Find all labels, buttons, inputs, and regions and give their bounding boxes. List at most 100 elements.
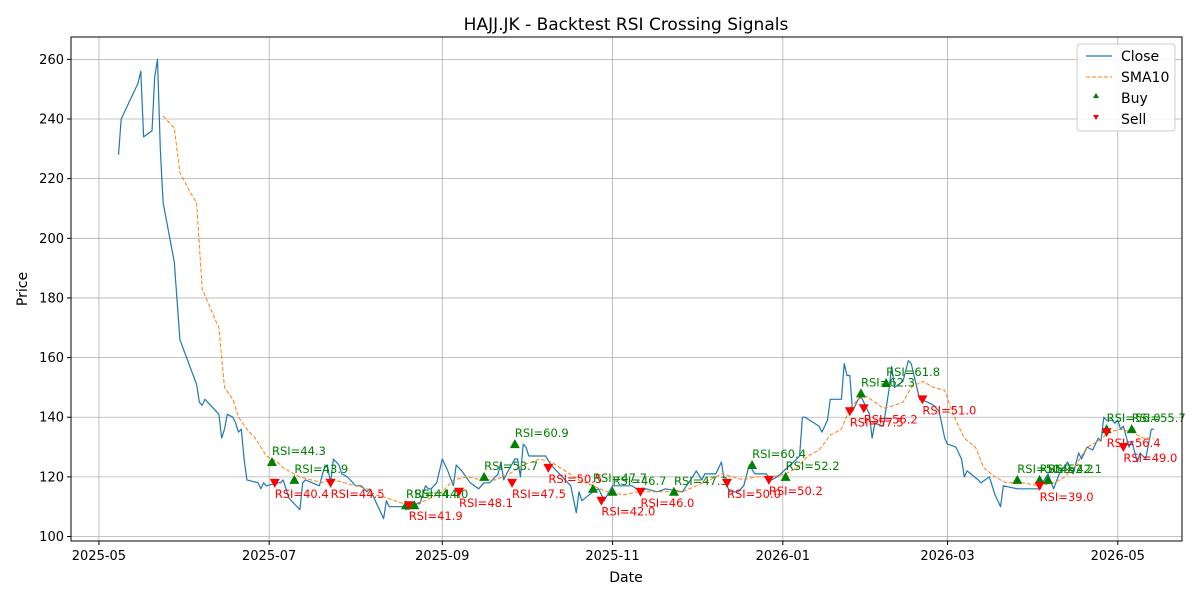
buy-label: RSI=47.7 [593, 471, 647, 485]
sell-marker [858, 404, 869, 414]
sell-marker [596, 496, 607, 506]
close-price-line [117, 58, 1155, 520]
buy-marker [607, 486, 618, 496]
x-tick-label: 2025-09 [415, 549, 469, 564]
buy-marker [668, 486, 679, 496]
sell-marker [543, 463, 554, 473]
buy-marker [1126, 424, 1137, 434]
sell-label: RSI=48.1 [459, 496, 513, 510]
chart-title: HAJJ.JK - Backtest RSI Crossing Signals [464, 15, 789, 35]
legend: Close SMA10 Buy Sell [1076, 43, 1176, 132]
sell-label: RSI=47.5 [512, 487, 566, 501]
sell-label: RSI=57.5 [850, 415, 904, 429]
sma10-line [162, 115, 1155, 505]
sell-label: RSI=56.4 [1107, 436, 1161, 450]
x-tick-label: 2025-07 [242, 549, 296, 564]
series-layer [117, 58, 1155, 520]
sell-marker [917, 395, 928, 405]
buy-label: RSI=47.3 [674, 474, 728, 488]
sell-label: RSI=50.5 [548, 472, 602, 486]
legend-close-label: Close [1121, 49, 1159, 65]
buy-label: RSI=60.9 [515, 426, 569, 440]
buy-marker [479, 471, 490, 481]
y-tick-label: 240 [39, 113, 64, 128]
buy-label: RSI=56.0 [1107, 411, 1161, 425]
buy-label: RSI=44.3 [272, 444, 326, 458]
x-axis-ticks: 2025-05 2025-07 2025-09 2025-11 2026-01 2026-… [72, 541, 1145, 564]
buy-label: RSI=52.2 [1040, 462, 1094, 476]
legend-sell-label: Sell [1121, 112, 1146, 128]
buy-label: RSI=46.7 [613, 474, 667, 488]
legend-buy-marker [1093, 93, 1099, 98]
x-tick-label: 2026-05 [1091, 549, 1145, 564]
sell-marker [635, 487, 646, 497]
buy-label: RSI=44.4 [406, 487, 460, 501]
buy-marker [588, 483, 599, 493]
sell-label: RSI=42.0 [601, 505, 655, 519]
buy-marker [1012, 474, 1023, 484]
buy-marker [289, 474, 300, 484]
sell-label: RSI=51.0 [922, 403, 976, 417]
y-tick-label: 160 [39, 351, 64, 366]
y-tick-label: 200 [39, 232, 64, 247]
sell-marker [1034, 481, 1045, 491]
y-tick-label: 260 [39, 53, 64, 68]
legend-sma-label: SMA10 [1121, 70, 1169, 86]
buy-marker [780, 471, 791, 481]
buy-marker [409, 500, 420, 510]
sell-marker [844, 407, 855, 417]
y-axis-label: Price [15, 272, 31, 306]
buy-label: RSI=50.9 [1017, 462, 1071, 476]
grid-lines [71, 37, 1182, 541]
sell-marker [325, 478, 336, 488]
buy-marker [509, 439, 520, 449]
buy-label: RSI=52.2 [786, 459, 840, 473]
x-tick-label: 2025-11 [585, 549, 639, 564]
sell-marker [454, 487, 465, 497]
sell-marker [763, 475, 774, 485]
buy-label: RSI=44.0 [414, 487, 468, 501]
sell-label: RSI=50.0 [727, 487, 781, 501]
x-tick-label: 2026-01 [756, 549, 810, 564]
buy-label: RSI=53.7 [484, 459, 538, 473]
y-tick-label: 120 [39, 470, 64, 485]
y-tick-label: 180 [39, 291, 64, 306]
sell-marker [1118, 443, 1129, 453]
sell-marker [269, 478, 280, 488]
x-tick-label: 2025-05 [72, 549, 126, 564]
buy-label: RSI=43.9 [294, 462, 348, 476]
sell-label: RSI=46.0 [640, 496, 694, 510]
buy-label: RSI=42.1 [1048, 462, 1102, 476]
x-axis-label: Date [609, 570, 642, 586]
buy-marker [881, 377, 892, 387]
plot-frame [70, 36, 1183, 542]
sell-label: RSI=56.2 [864, 412, 918, 426]
legend-box [1076, 43, 1176, 132]
y-tick-label: 220 [39, 172, 64, 187]
legend-sell-marker [1093, 115, 1099, 120]
y-tick-label: 140 [39, 411, 64, 426]
sell-marker [507, 478, 518, 488]
sell-label: RSI=40.4 [275, 487, 329, 501]
legend-buy-label: Buy [1121, 91, 1148, 107]
buy-label: RSI=60.4 [752, 447, 806, 461]
sell-label: RSI=44.5 [331, 487, 385, 501]
buy-marker [855, 388, 866, 398]
x-tick-label: 2026-03 [920, 549, 974, 564]
sell-marker [403, 501, 414, 511]
buy-marker [747, 459, 758, 469]
sell-marker [1101, 428, 1112, 438]
buy-marker [266, 456, 277, 466]
y-tick-label: 100 [39, 530, 64, 545]
sell-label: RSI=41.9 [409, 509, 463, 523]
y-axis-ticks: 100 120 140 160 180 200 220 240 260 [39, 53, 71, 545]
buy-label: RSI=61.8 [886, 365, 940, 379]
buy-marker [1043, 474, 1054, 484]
sell-label: RSI=49.0 [1123, 451, 1177, 465]
buy-label: RSI=55.7 [1132, 411, 1186, 425]
sell-label: RSI=39.0 [1040, 490, 1094, 504]
sell-label: RSI=50.2 [769, 484, 823, 498]
buy-marker [1034, 474, 1045, 484]
